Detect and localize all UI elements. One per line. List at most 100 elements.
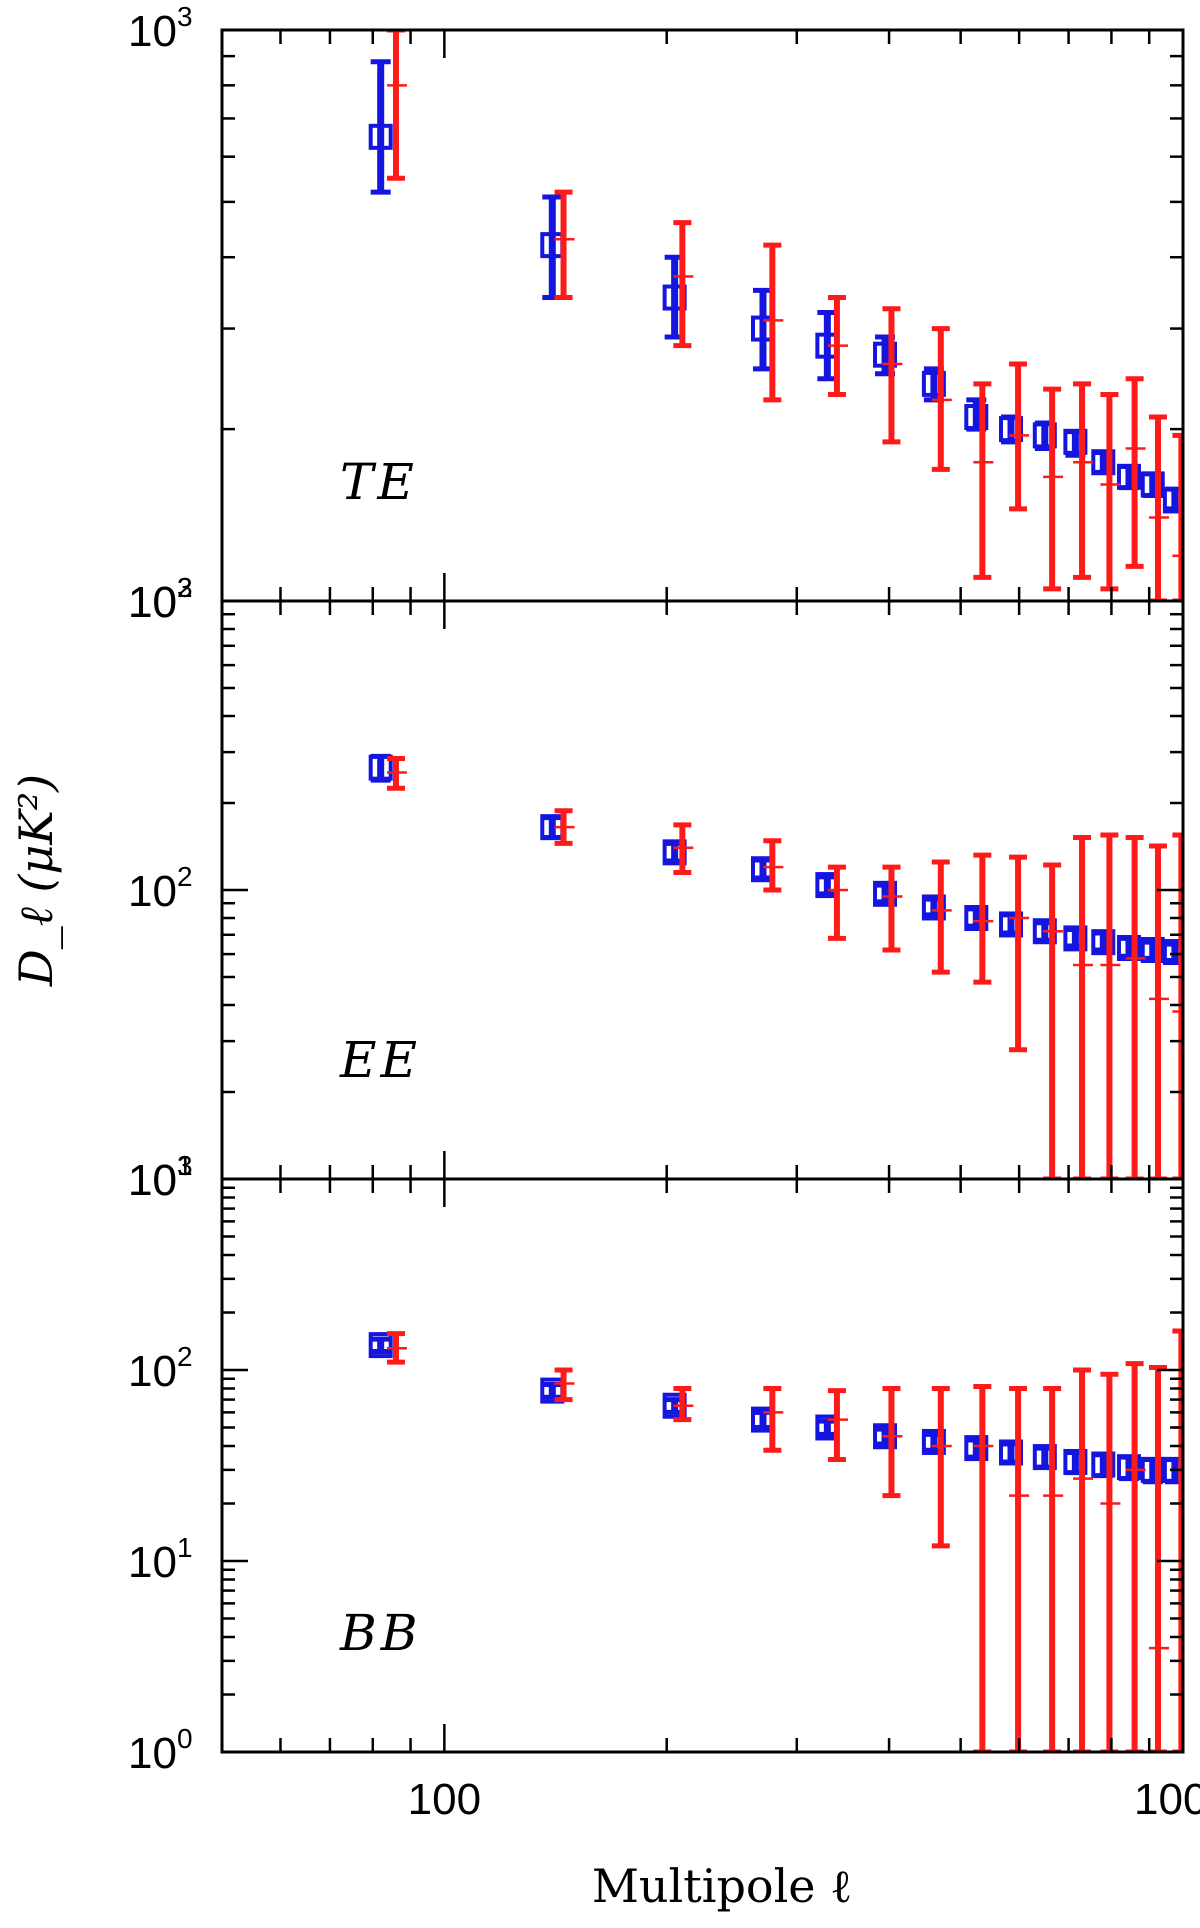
x-axis-title: Multipole ℓ: [592, 1859, 852, 1913]
square-marker: [368, 754, 393, 781]
panel-ee-red-point-3: [763, 838, 784, 893]
panel-ee-blue-point-1: [540, 814, 565, 841]
panel-te-red-point-2: [673, 220, 694, 349]
square-marker: [1091, 929, 1116, 956]
panel-te-red-point-4: [827, 295, 848, 397]
square-marker: [1063, 925, 1088, 952]
square-marker: [964, 1435, 989, 1462]
square-marker: [921, 894, 946, 921]
square-marker: [921, 370, 946, 397]
square-marker: [1091, 1451, 1116, 1478]
panel-bb-red-point-2: [673, 1386, 694, 1423]
panel-te-red-point-11: [1100, 391, 1121, 592]
panel-te-label: TE: [340, 453, 418, 511]
panel-ee-red-point-5: [882, 864, 903, 953]
panel-te-red-point-9: [1043, 386, 1064, 592]
panel-bb-red-point-12: [1125, 1361, 1146, 1752]
x-tick-label-1: 1000: [1134, 1775, 1200, 1824]
panel-bb-red-point-11: [1100, 1371, 1121, 1752]
square-marker: [1116, 463, 1141, 490]
panel-bb-red-point-4: [827, 1388, 848, 1462]
panel-bb-plot: [368, 1328, 1183, 1752]
panel-ee-red-point-7: [973, 852, 994, 985]
panel-te-red-point-10: [1073, 381, 1094, 580]
panel-bb-red-point-7: [973, 1383, 994, 1752]
panel-bb-red-point-8: [1009, 1386, 1030, 1752]
panel-ee-frame: [220, 599, 1185, 1181]
panel-ee-red-point-8: [1009, 854, 1030, 1053]
square-marker: [873, 341, 898, 368]
square-marker: [1091, 449, 1116, 476]
panel-ee-red-point-2: [673, 822, 694, 875]
panel-te-red-point-8: [1009, 361, 1030, 512]
panel-te-ytick-label-0: 103: [128, 1, 193, 56]
panel-te-blue-point-0: [368, 59, 393, 195]
square-marker: [964, 905, 989, 932]
panel-bb-frame: [220, 1177, 1185, 1754]
panel-te-ytick-label-1: 102: [128, 572, 193, 627]
square-marker: [1162, 1456, 1183, 1483]
square-marker: [1116, 1454, 1141, 1481]
panel-te-blue-point-2: [662, 254, 687, 340]
panel-bb-red-point-0: [386, 1331, 407, 1365]
panel-te-frame: [220, 28, 1185, 603]
panel-ee-red-point-9: [1043, 862, 1064, 1179]
square-marker: [1162, 939, 1183, 966]
square-marker: [1140, 471, 1165, 498]
panel-ee-red-point-11: [1100, 832, 1121, 1179]
panel-te-red-point-7: [973, 381, 994, 580]
square-marker: [368, 123, 393, 150]
panel-te-red-point-1: [554, 189, 575, 301]
x-tick-label-0: 100: [408, 1775, 481, 1824]
square-marker: [1162, 487, 1183, 514]
panel-bb-ytick-label-0: 103: [128, 1150, 193, 1205]
panel-bb-red-point-5: [882, 1386, 903, 1499]
panel-bb-red-point-10: [1073, 1367, 1094, 1752]
panel-ee-red-point-10: [1073, 834, 1094, 1179]
data-layer: [368, 30, 1183, 1752]
square-marker: [873, 880, 898, 907]
panel-te-red-point-5: [882, 306, 903, 445]
panel-bb-ytick-label-2: 101: [128, 1532, 193, 1587]
square-marker: [1063, 428, 1088, 455]
axes-layer: 103102TE103102101EE103102101100BB1001000: [128, 1, 1200, 1824]
panel-te-red-point-12: [1125, 376, 1146, 569]
panel-bb-ytick-label-1: 102: [128, 1341, 193, 1396]
panel-bb-blue-point-0: [368, 1332, 393, 1359]
panel-te-red-point-13: [1148, 414, 1169, 601]
panel-ee-red-point-12: [1125, 834, 1146, 1179]
panel-bb-label: BB: [339, 1604, 422, 1662]
square-marker: [921, 1428, 946, 1455]
panel-ee-red-point-6: [931, 859, 952, 975]
panel-te-plot: [368, 30, 1183, 601]
panel-ee-blue-point-0: [368, 753, 393, 783]
square-marker: [964, 404, 989, 431]
panel-bb-red-point-6: [931, 1386, 952, 1549]
panel-bb-red-point-1: [554, 1367, 575, 1403]
panel-ee-blue-point-12: [1116, 934, 1141, 961]
panel-ee-ytick-label-1: 102: [128, 861, 193, 916]
square-marker: [1063, 1448, 1088, 1475]
panel-ee-red-point-0: [386, 756, 407, 791]
panel-bb-ytick-label-3: 100: [128, 1723, 193, 1778]
panel-ee-red-point-4: [827, 864, 848, 941]
panel-te-red-point-0: [386, 30, 407, 181]
panel-ee-red-point-13: [1148, 843, 1169, 1179]
panel-te-blue-point-1: [540, 194, 565, 301]
y-axis-title: D_ℓ (μK²): [9, 774, 63, 987]
panel-te-red-point-3: [763, 242, 784, 403]
panel-ee-plot: [368, 753, 1183, 1179]
square-marker: [368, 1332, 393, 1359]
text-layer: Multipole ℓ D_ℓ (μK²): [9, 774, 852, 1913]
panel-bb-red-point-3: [763, 1386, 784, 1453]
panel-ee-label: EE: [339, 1031, 421, 1089]
panel-ee-red-point-1: [554, 808, 575, 846]
panel-bb-red-point-9: [1043, 1386, 1064, 1752]
panel-te-red-point-6: [931, 326, 952, 472]
panel-ee-ytick-label-0: 103: [128, 572, 193, 627]
square-marker: [1140, 936, 1165, 963]
panel-ee-ytick-label-2: 101: [128, 1150, 193, 1205]
panel-ee-blue-point-5: [873, 880, 898, 907]
